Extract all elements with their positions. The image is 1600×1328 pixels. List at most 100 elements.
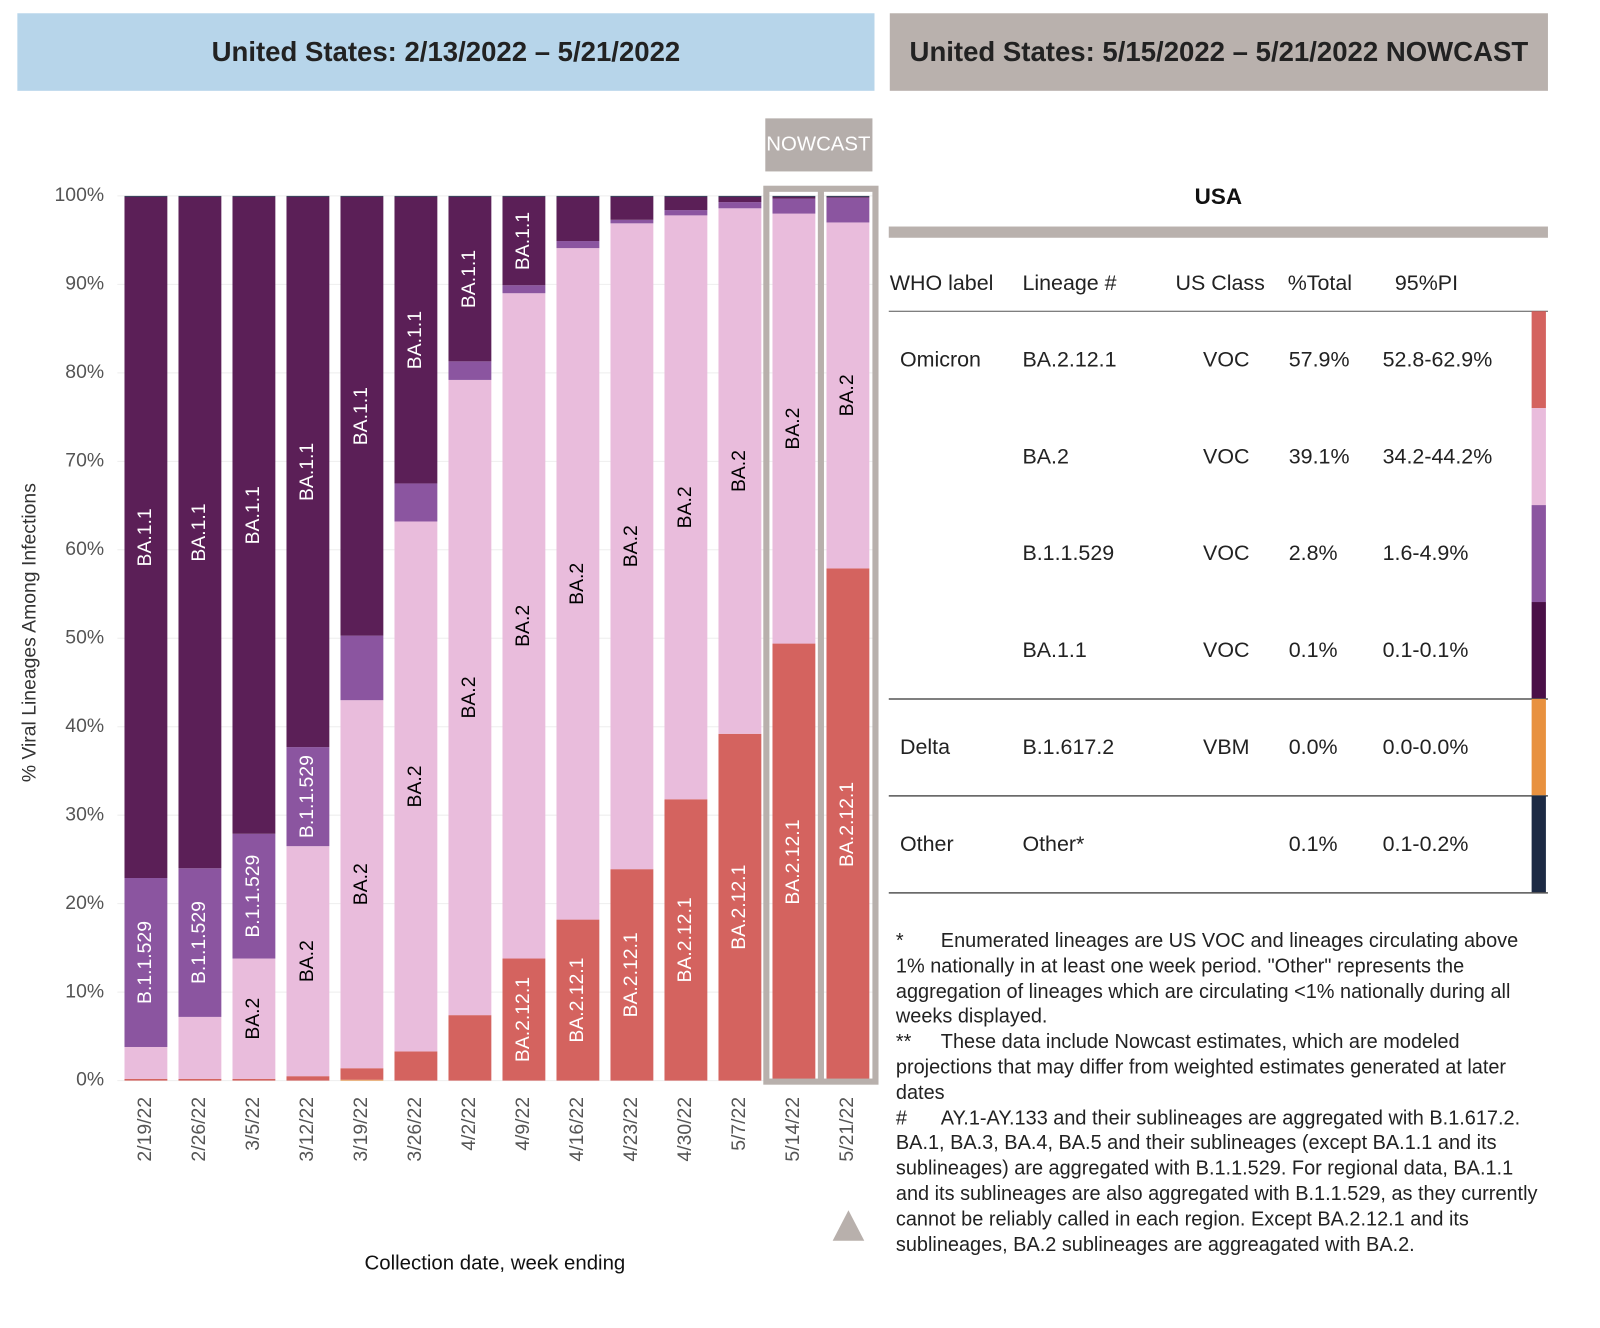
segment-label: BA.2 — [674, 486, 696, 528]
table-cell: 0.0-0.0% — [1382, 735, 1469, 759]
nowcast-box — [765, 118, 873, 172]
table-cell: 34.2-44.2% — [1382, 444, 1493, 468]
bar-segment — [124, 1078, 168, 1081]
y-tick-label: 40% — [65, 715, 104, 737]
table-cell: 39.1% — [1288, 444, 1350, 468]
footnote-symbol: # — [895, 1106, 907, 1130]
bar-segment — [718, 202, 762, 209]
table-title: USA — [1195, 184, 1242, 209]
column-header: %Total — [1287, 271, 1353, 295]
column-header: US Class — [1175, 271, 1265, 295]
table-cell: 0.1-0.1% — [1382, 638, 1469, 662]
table-cell: VBM — [1203, 735, 1250, 759]
table-cell: VOC — [1203, 347, 1250, 371]
segment-label: B.1.1.529 — [242, 855, 264, 938]
bar-segment — [394, 196, 438, 484]
y-axis-title: % Viral Lineages Among Infections — [19, 483, 41, 782]
x-tick-label: 2/19/22 — [134, 1097, 156, 1162]
bar-segment — [772, 213, 816, 644]
x-tick-label: 3/5/22 — [242, 1097, 264, 1151]
bar-segment — [718, 208, 762, 734]
table-cell: 52.8-62.9% — [1382, 347, 1493, 371]
bar-segment — [394, 195, 438, 197]
column-header: Lineage # — [1022, 271, 1117, 295]
bar-segment — [448, 195, 492, 197]
bar-segment — [340, 196, 384, 636]
y-tick-label: 100% — [55, 184, 105, 206]
y-tick-label: 80% — [65, 361, 104, 383]
x-tick-label: 4/2/22 — [458, 1097, 480, 1151]
table-cell: BA.1.1 — [1022, 638, 1087, 662]
scroll-triangle — [832, 1210, 865, 1241]
bar-segment — [772, 195, 816, 197]
x-tick-label: 4/16/22 — [566, 1097, 588, 1162]
bar-segment — [826, 197, 870, 223]
bar-segment — [178, 195, 222, 197]
bar-segment — [772, 643, 816, 1081]
bar-segment — [448, 379, 492, 1016]
x-tick-label: 2/26/22 — [188, 1097, 210, 1162]
bar-segment — [286, 846, 330, 1077]
y-tick-label: 50% — [65, 626, 104, 648]
segment-label: BA.2.12.1 — [512, 977, 534, 1062]
segment-label: BA.1.1 — [512, 212, 534, 270]
row-color-strip — [1531, 602, 1546, 699]
bar-segment — [178, 196, 222, 869]
x-tick-label: 3/26/22 — [404, 1097, 426, 1162]
segment-label: BA.2 — [836, 374, 858, 416]
bar-segment — [232, 833, 276, 959]
bar-segment — [286, 747, 330, 847]
bar-segment — [718, 196, 762, 203]
table-title-bar — [888, 226, 1548, 238]
bar-segment — [394, 483, 438, 522]
bar-segment — [826, 195, 870, 197]
bar-segment — [286, 195, 330, 197]
footnote: ** These data include Nowcast estimates, … — [896, 1030, 1549, 1106]
table-cell: 0.0% — [1288, 735, 1338, 759]
bar-segment — [340, 1068, 384, 1080]
nowcast-label: NOWCAST — [766, 133, 870, 155]
x-axis-title: Collection date, week ending — [365, 1253, 626, 1275]
table-cell: VOC — [1203, 638, 1250, 662]
bar-segment — [124, 195, 168, 197]
table-cell: VOC — [1203, 444, 1250, 468]
row-color-strip — [1531, 505, 1546, 603]
bar-segment — [610, 223, 654, 870]
segment-label: BA.1.1 — [188, 503, 210, 561]
bar-segment — [124, 1046, 168, 1079]
bar-segment — [232, 196, 276, 834]
bar-segment — [178, 868, 222, 1017]
x-tick-label: 3/19/22 — [350, 1097, 372, 1162]
bar-segment — [772, 196, 816, 199]
right-header: United States: 5/15/2022 – 5/21/2022 NOW… — [889, 13, 1548, 91]
y-tick-label: 20% — [65, 892, 104, 914]
bar-segment — [718, 733, 762, 1081]
segment-label: BA.2.12.1 — [674, 897, 696, 982]
bar-segment — [664, 195, 708, 197]
x-tick-label: 4/23/22 — [620, 1097, 642, 1162]
footnote-text: Enumerated lineages are US VOC and linea… — [895, 929, 1519, 1028]
bar-segment — [664, 215, 708, 800]
row-color-strip — [1531, 698, 1546, 796]
table-cell: 0.1-0.2% — [1382, 832, 1469, 856]
segment-label: BA.2.12.1 — [836, 782, 858, 867]
y-tick-label: 0% — [76, 1069, 104, 1091]
footnote-symbol: ** — [895, 1030, 912, 1054]
bar-segment — [124, 196, 168, 879]
segment-label: B.1.1.529 — [134, 921, 156, 1004]
footnote-text: These data include Nowcast estimates, wh… — [895, 1030, 1507, 1104]
bar-segment — [718, 195, 762, 197]
column-header: WHO label — [889, 271, 994, 295]
segment-label: BA.2 — [728, 450, 750, 492]
row-color-strip — [1531, 795, 1546, 893]
segment-label: BA.2 — [404, 765, 426, 807]
bar-segment — [502, 958, 546, 1081]
bar-segment — [826, 568, 870, 1081]
row-color-strip — [1531, 311, 1546, 409]
x-tick-label: 5/14/22 — [782, 1097, 804, 1162]
segment-label: BA.2 — [242, 998, 264, 1040]
bar-segment — [610, 195, 654, 197]
segment-label: BA.1.1 — [404, 311, 426, 369]
